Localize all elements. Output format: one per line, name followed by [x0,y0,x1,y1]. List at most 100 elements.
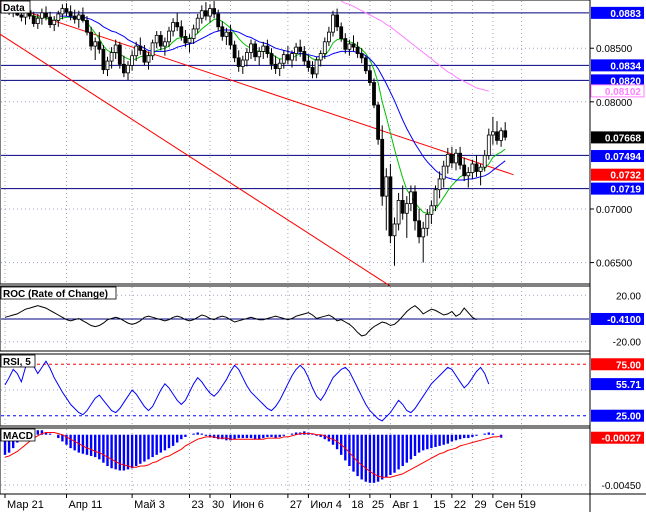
candle [408,185,413,212]
candle-body [175,22,180,28]
candle-body [240,59,245,67]
level-label-box [591,182,644,195]
candle-body [72,15,77,20]
candle [134,41,139,62]
candle [105,56,110,77]
time-label: 19 [524,499,536,511]
candle-body [179,26,184,37]
candle-body [265,45,270,54]
candle-body [253,43,258,58]
candle [400,185,405,220]
time-axis: Мар 21 Апр 11 Май 3 23 30 Июн 6 27 Июл 4 18 25 Авг… [4,494,536,511]
candle-body [408,191,413,205]
candle [454,148,458,171]
candle [72,9,77,24]
price-label: 0.07668 [605,133,642,144]
time-label: Апр 11 [69,499,103,511]
rsi-lower-box [591,409,644,422]
candle-body [445,153,450,167]
candle-body [404,203,409,214]
candle [81,7,85,23]
price-panel[interactable] [0,0,591,287]
candle [482,150,487,172]
candle [339,22,344,42]
candle-body [93,41,98,47]
candle [68,5,73,21]
candle [331,10,335,37]
candle-body [413,191,417,222]
candle [56,10,61,27]
macd-histogram [3,430,503,483]
level-label: 0.0820 [610,76,641,87]
candle-body [236,57,241,67]
candle-body [495,131,499,141]
candle [478,163,483,186]
roc-title: ROC (Rate of Change) [0,286,117,300]
candle [318,50,323,67]
candle-body [208,8,212,17]
candle-body [486,134,491,156]
candle [499,127,504,147]
candle [154,31,159,49]
candle [470,159,475,179]
candle [122,55,126,78]
candle [384,168,389,231]
candle [310,61,315,79]
candle [224,27,229,46]
candle-body [142,49,147,63]
time-label: 29 [474,499,486,511]
rsi-panel[interactable] [0,353,591,427]
price-label-box [591,168,644,181]
candle-body [400,200,405,214]
candle [298,39,303,57]
candle [253,40,258,62]
horizontal-levels [1,12,589,190]
macd-tick-label: -0.00450 [602,481,642,492]
candle [421,221,426,263]
candle [44,6,48,21]
candle-body [19,14,24,18]
macd-current-label: -0.00027 [602,434,642,445]
trend-lines [0,2,514,287]
time-label: Июн 6 [233,499,264,511]
candle [306,54,311,72]
candle [503,122,508,141]
candle-body [146,55,151,63]
candle-body [351,43,356,48]
rsi-line-path [4,360,490,422]
level-label-box [591,74,644,87]
candle-body [331,14,335,33]
candle-body [187,38,192,44]
trend-line [0,33,391,287]
candle-body [355,46,360,54]
candle [171,18,176,37]
candle [376,101,381,145]
price-tick-label: 0.08500 [596,44,633,55]
candle [490,116,495,145]
candle [183,30,188,48]
macd-panel[interactable] [0,427,591,495]
candle-body [363,57,368,72]
candle-body [195,17,200,30]
candle-body [171,22,176,32]
time-label: 22 [454,499,466,511]
candle-body [261,45,266,52]
candle [290,50,294,68]
candle-body [449,153,454,164]
candle [97,32,102,54]
candle [216,9,221,32]
candle-body [273,63,278,69]
candle-body [244,52,249,61]
candle [187,34,192,53]
candle-body [117,44,122,65]
candle-body [421,227,426,238]
candle-body [60,8,65,15]
candle-body [294,46,299,54]
candle [458,146,463,170]
candle [212,1,217,19]
candle-body [167,30,171,43]
candle-body [220,26,225,37]
candle [85,16,89,36]
candle [273,55,278,74]
